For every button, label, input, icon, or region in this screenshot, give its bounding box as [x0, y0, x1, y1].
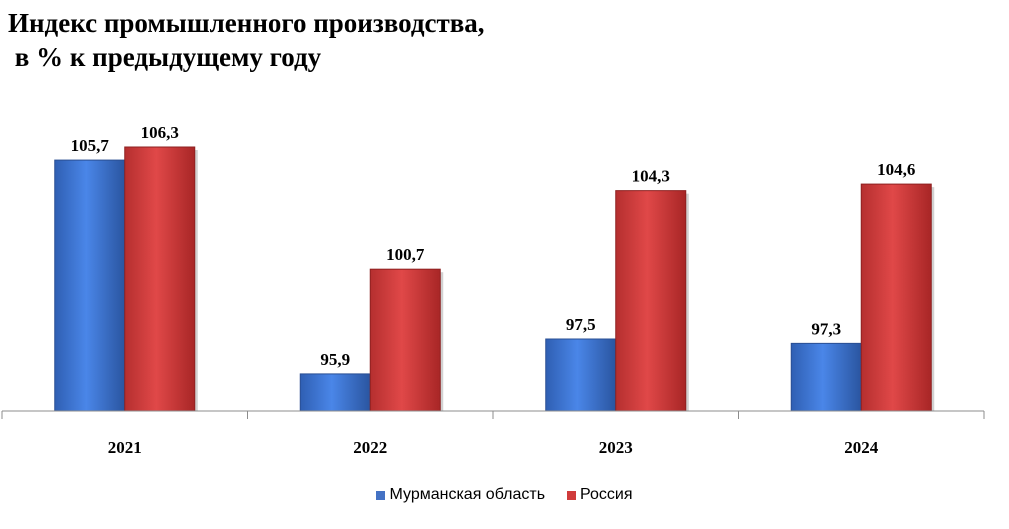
legend-item-russia: Россия: [567, 486, 633, 504]
category-label-2021: 2021: [108, 438, 142, 457]
legend: Мурманская область Россия: [0, 486, 1009, 504]
bar-murmansk-2023: [545, 338, 617, 412]
bars-group: [54, 146, 935, 412]
chart-title: Индекс промышленного производства, в % к…: [8, 6, 485, 74]
bar-russia-2022: [369, 268, 441, 412]
x-axis: [1, 410, 985, 419]
bar-murmansk-2021: [54, 159, 126, 412]
data-label-murmansk-2022: 95,9: [320, 350, 350, 369]
bar-russia-2024: [860, 183, 932, 412]
bar-russia-2021: [124, 146, 196, 412]
data-label-russia-2021: 106,3: [141, 123, 179, 142]
legend-label-murmansk: Мурманская область: [389, 486, 546, 503]
data-labels: 105,7 106,3 2021 95,9 100,7 2022 97,5 104,3 2023…: [71, 123, 916, 457]
legend-swatch-russia: [567, 490, 577, 500]
bar-murmansk-2022: [299, 373, 371, 412]
legend-item-murmansk: Мурманская область: [376, 486, 545, 504]
data-label-russia-2024: 104,6: [877, 160, 915, 179]
chart-title-line-2: в % к предыдущему году: [8, 42, 322, 72]
legend-swatch-murmansk: [376, 490, 386, 500]
data-label-murmansk-2021: 105,7: [71, 136, 110, 155]
data-label-murmansk-2024: 97,3: [811, 319, 841, 338]
category-label-2022: 2022: [353, 438, 387, 457]
legend-label-russia: Россия: [580, 486, 633, 503]
data-label-russia-2022: 100,7: [386, 245, 425, 264]
bar-russia-2023: [615, 190, 687, 412]
chart-title-line-1: Индекс промышленного производства,: [8, 8, 485, 38]
category-label-2023: 2023: [599, 438, 633, 457]
bar-murmansk-2024: [790, 342, 862, 412]
data-label-murmansk-2023: 97,5: [566, 315, 596, 334]
category-label-2024: 2024: [844, 438, 879, 457]
data-label-russia-2023: 104,3: [632, 167, 670, 186]
